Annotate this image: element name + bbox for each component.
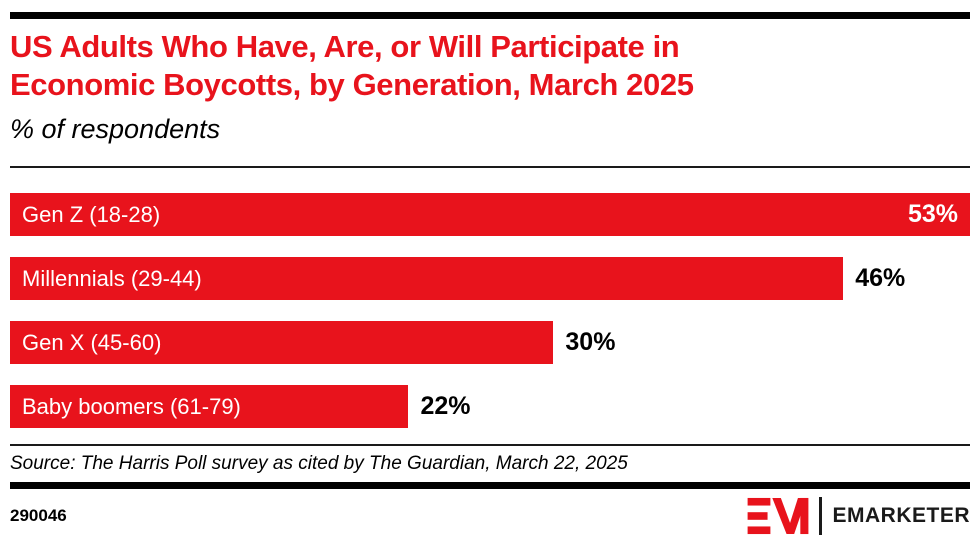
bar: Millennials (29-44): [10, 257, 844, 300]
chart-page: US Adults Who Have, Are, or Will Partici…: [0, 12, 980, 537]
chart-title-line-2: Economic Boycotts, by Generation, March …: [10, 67, 694, 102]
brand-name: EMARKETER: [832, 504, 970, 527]
chart-title: US Adults Who Have, Are, or Will Partici…: [10, 28, 970, 104]
bar-category-label: Millennials (29-44): [22, 266, 202, 291]
bar-row: Gen X (45-60) 30%: [10, 321, 970, 364]
bar-value-label: 30%: [565, 328, 616, 356]
bar: Gen X (45-60): [10, 321, 554, 364]
bar-value-label: 46%: [855, 264, 906, 292]
bar: Gen Z (18-28) 53%: [10, 193, 970, 236]
chart-title-line-1: US Adults Who Have, Are, or Will Partici…: [10, 29, 680, 64]
source-divider: [10, 444, 970, 446]
bar-row: Gen Z (18-28) 53%: [10, 193, 970, 236]
footer: 290046 EMARKETER: [10, 497, 970, 535]
emarketer-em-logo-icon: [748, 497, 809, 535]
brand-divider: [819, 497, 823, 535]
bar-value-label: 53%: [907, 200, 958, 228]
bar: Baby boomers (61-79): [10, 385, 409, 428]
top-divider: [10, 12, 970, 19]
bar-category-label: Gen X (45-60): [22, 330, 162, 355]
bottom-divider: [10, 482, 970, 489]
bar-category-label: Gen Z (18-28): [22, 202, 161, 227]
source-note: Source: The Harris Poll survey as cited …: [10, 453, 628, 474]
bar-chart: Gen Z (18-28) 53% Millennials (29-44) 46% Ge…: [10, 193, 970, 428]
header-divider: [10, 166, 970, 168]
bar-category-label: Baby boomers (61-79): [22, 394, 241, 419]
brand-lockup: EMARKETER: [747, 497, 970, 535]
chart-id: 290046: [10, 506, 67, 525]
chart-subtitle: % of respondents: [10, 114, 221, 144]
bar-value-label: 22%: [420, 392, 471, 420]
bar-row: Millennials (29-44) 46%: [10, 257, 970, 300]
bar-row: Baby boomers (61-79) 22%: [10, 385, 970, 428]
